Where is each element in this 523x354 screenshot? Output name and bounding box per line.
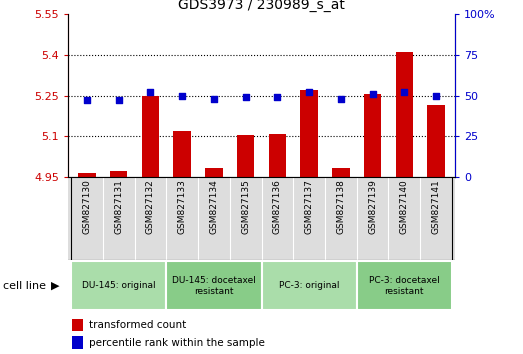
Point (368, 91, 377, 97)
Point (210, 96, 218, 102)
FancyBboxPatch shape (71, 261, 166, 310)
Text: DU-145: docetaxel
resistant: DU-145: docetaxel resistant (172, 276, 256, 296)
Bar (205, 167, 223, 177)
Point (242, 95, 250, 100)
Text: GSM827134: GSM827134 (209, 179, 219, 234)
Text: transformed count: transformed count (89, 320, 187, 330)
FancyBboxPatch shape (357, 261, 452, 310)
Title: GDS3973 / 230989_s_at: GDS3973 / 230989_s_at (178, 0, 345, 12)
Text: GSM827138: GSM827138 (336, 179, 345, 234)
Point (146, 90, 155, 95)
FancyBboxPatch shape (166, 261, 262, 310)
Text: GSM827140: GSM827140 (400, 179, 409, 234)
Text: cell line: cell line (3, 281, 46, 291)
Bar (269, 133, 286, 177)
Point (337, 96, 345, 102)
Text: GSM827137: GSM827137 (304, 179, 314, 234)
Bar (300, 90, 318, 177)
Text: PC-3: docetaxel
resistant: PC-3: docetaxel resistant (369, 276, 440, 296)
Text: GSM827141: GSM827141 (431, 179, 440, 234)
Bar (427, 105, 445, 177)
Point (305, 90, 313, 95)
Bar (78, 173, 96, 177)
Bar (142, 96, 159, 177)
Point (432, 93, 440, 98)
Text: GSM827132: GSM827132 (146, 179, 155, 234)
Text: GSM827136: GSM827136 (273, 179, 282, 234)
Bar (332, 167, 349, 177)
Bar (110, 171, 128, 177)
Bar (72, 336, 83, 349)
Text: percentile rank within the sample: percentile rank within the sample (89, 338, 265, 348)
Text: DU-145: original: DU-145: original (82, 281, 155, 290)
Text: GSM827139: GSM827139 (368, 179, 377, 234)
Text: GSM827135: GSM827135 (241, 179, 250, 234)
Point (400, 90, 408, 95)
FancyBboxPatch shape (262, 261, 357, 310)
Text: GSM827133: GSM827133 (178, 179, 187, 234)
Point (83, 98, 91, 103)
Text: ▶: ▶ (51, 281, 59, 291)
Bar (364, 94, 381, 177)
Bar (237, 135, 254, 177)
Bar (395, 52, 413, 177)
Bar (174, 131, 191, 177)
Point (178, 93, 186, 98)
Point (115, 98, 123, 103)
Bar (72, 319, 83, 331)
Text: PC-3: original: PC-3: original (279, 281, 339, 290)
Text: GSM827130: GSM827130 (83, 179, 92, 234)
Point (273, 95, 281, 100)
Text: GSM827131: GSM827131 (114, 179, 123, 234)
